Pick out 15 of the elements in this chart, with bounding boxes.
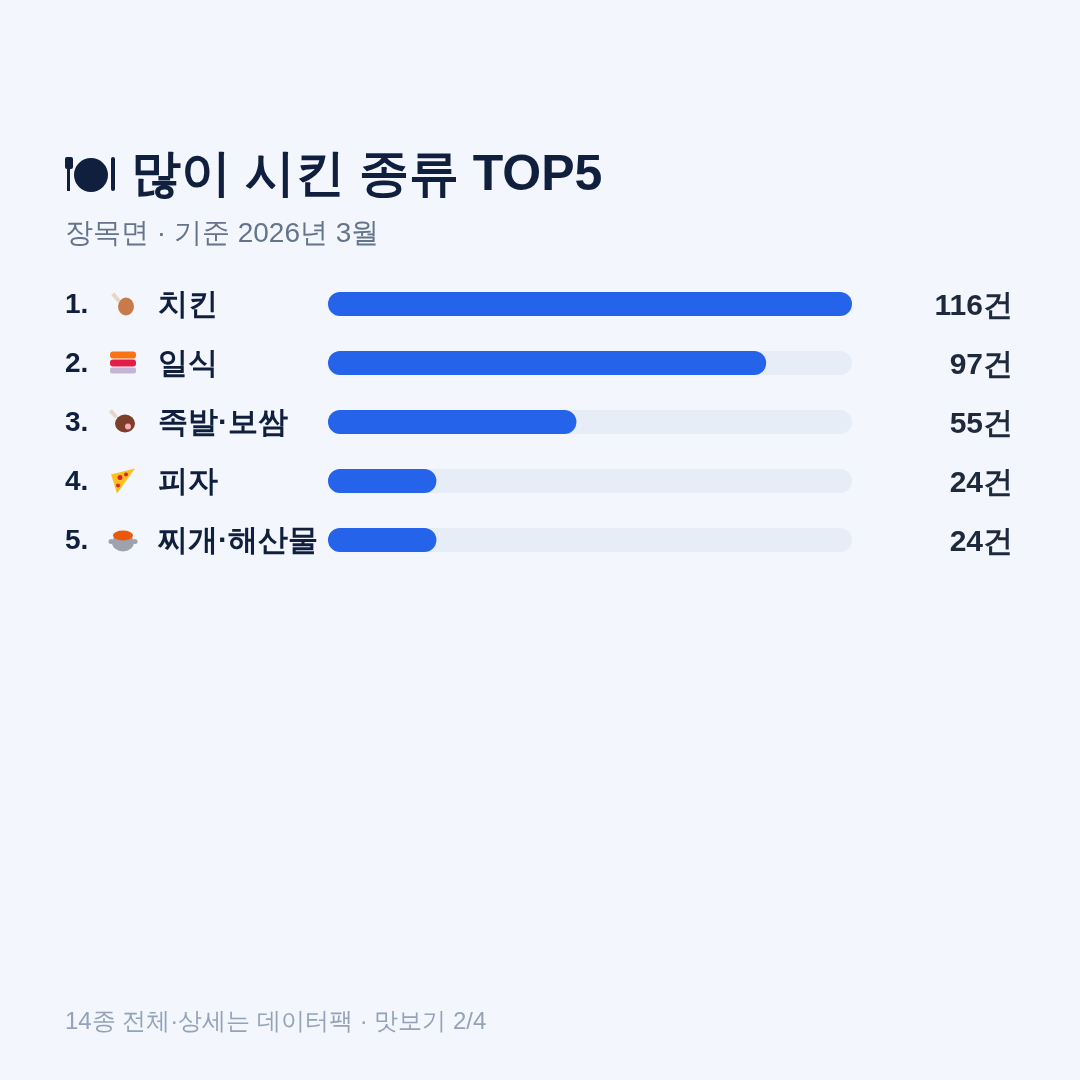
chart-title: 많이 시킨 종류 TOP5 [131, 144, 603, 203]
category-label: 4. 피자 [65, 464, 218, 497]
data-label: 24건 [949, 464, 1013, 498]
data-label: 24건 [949, 523, 1013, 557]
category-label: 3. 족발·보쌈 [65, 405, 288, 438]
data-label: 116건 [934, 287, 1013, 321]
category-label: 2. 일식 [65, 346, 218, 379]
data-label: 55건 [949, 405, 1013, 439]
category-label: 5. 찌개·해산물 [65, 523, 318, 556]
text: 14종 전체·상세는 데이터팩 · 맛보기 2/4 [65, 1006, 487, 1036]
category-label: 1. 치킨 [65, 287, 218, 320]
bar [328, 469, 437, 493]
bar [328, 528, 437, 552]
chart-subtitle: 장목면 · 기준 2026년 3월 [65, 216, 380, 250]
data-label: 97건 [949, 346, 1013, 380]
